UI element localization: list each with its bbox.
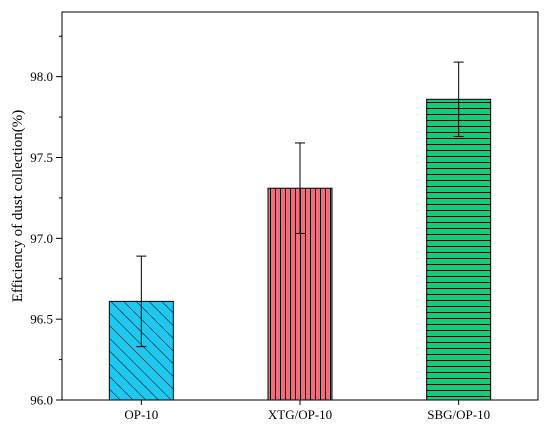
bar [426, 98, 492, 401]
y-tick-label: 97.0 [30, 231, 53, 246]
y-tick-label: 97.5 [30, 150, 53, 165]
y-axis-title: Efficiency of dust collection(%) [10, 110, 26, 303]
y-tick-label: 96.5 [30, 312, 53, 327]
plot-area: OP-10 XTG/OP-10 SBG/OP-10 96.0 96.5 97.0 97.5 9… [30, 11, 539, 422]
y-tick-label: 98.0 [30, 69, 53, 84]
x-tick-label: XTG/OP-10 [268, 407, 332, 422]
x-tick-label: OP-10 [124, 407, 158, 422]
y-tick-label: 96.0 [30, 393, 53, 408]
plot-frame [61, 11, 539, 401]
x-tick-label: SBG/OP-10 [427, 407, 490, 422]
